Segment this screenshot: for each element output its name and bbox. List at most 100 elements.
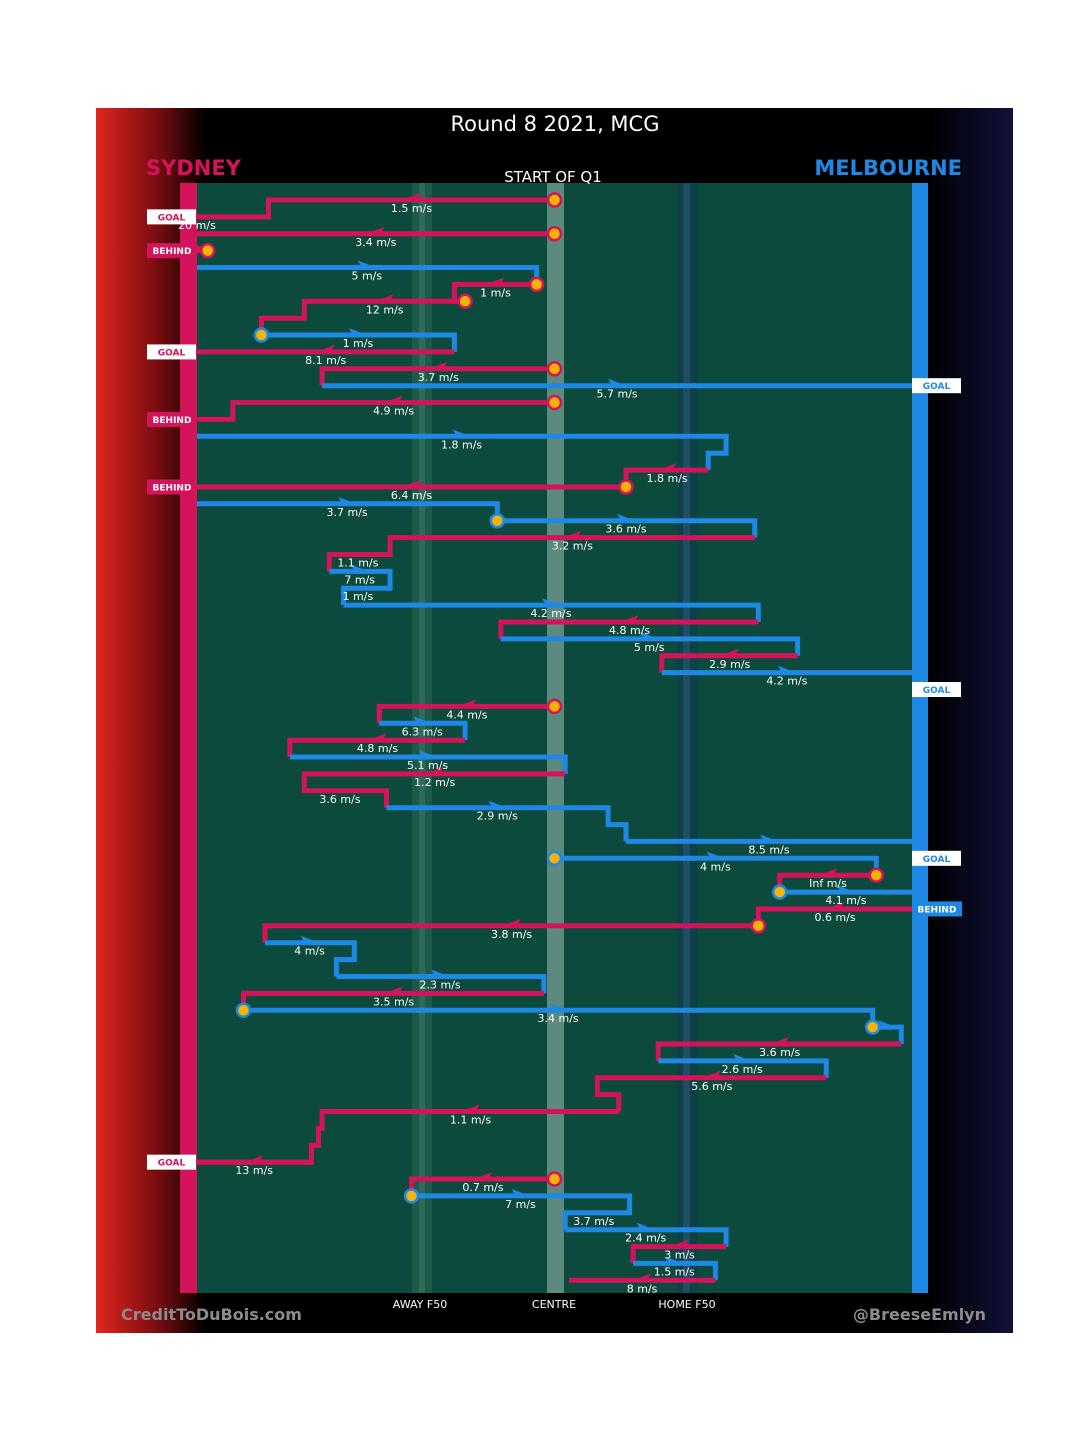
chain-arrow-16 [617, 513, 635, 521]
stoppage-marker-39 [235, 1002, 252, 1018]
speed-label-46: 0.7 m/s [462, 1181, 503, 1194]
speed-label-51: 8 m/s [627, 1282, 658, 1295]
outcome-badge-text-3: GOAL [923, 382, 951, 392]
chain-mel-27 [289, 754, 568, 774]
outcome-badge-bg-2 [147, 344, 196, 360]
outcome-badge-bg-0 [147, 209, 196, 225]
speed-label-48: 2.4 m/s [625, 1232, 666, 1245]
chain-arrow-38 [384, 986, 403, 994]
speed-label-45: 13 m/s [235, 1164, 273, 1177]
speed-label-33: 4.1 m/s [825, 894, 866, 907]
chain-arrow-21 [640, 631, 659, 639]
chain-arrow-43 [702, 1070, 721, 1078]
chain-arrow-11 [384, 395, 403, 403]
chain-arrow-50 [665, 1256, 684, 1264]
stoppage-marker-47 [403, 1188, 420, 1204]
chain-syd-41 [655, 1041, 902, 1061]
outcome-badge-bg-9 [147, 1154, 196, 1170]
speed-label-17: 3.2 m/s [552, 540, 593, 553]
speed-label-39: 3.4 m/s [538, 1012, 579, 1025]
speed-label-4: 5 m/s [351, 270, 382, 283]
stoppage-marker-14 [618, 479, 634, 495]
melbourne-goal-bar [912, 183, 928, 1293]
chain-syd-11 [197, 400, 555, 422]
outcome-badge-text-1: BEHIND [153, 247, 192, 257]
stoppage-marker-31 [546, 850, 563, 867]
outcome-badge-text-7: GOAL [923, 855, 951, 865]
speed-label-0: 1.5 m/s [391, 202, 432, 215]
chain-arrow-4 [357, 260, 376, 268]
stoppage-marker-16 [489, 512, 506, 529]
outcome-badge-text-4: BEHIND [153, 416, 192, 426]
chain-syd-28 [301, 771, 566, 808]
outcome-badge-text-0: GOAL [158, 213, 186, 223]
chain-arrow-20 [620, 615, 639, 622]
credit-left: CreditToDuBois.com [121, 1305, 302, 1324]
sydney-behind-badge-1: BEHIND [147, 243, 197, 259]
speed-label-31: 4 m/s [700, 860, 731, 873]
chain-mel-12 [197, 433, 729, 471]
chain-mel-16 [497, 518, 758, 538]
stoppage-marker-33 [771, 884, 788, 900]
sydney-goal-badge-0: GOAL [147, 209, 196, 225]
speed-label-6: 12 m/s [366, 303, 404, 316]
chain-arrow-26 [368, 733, 387, 741]
chain-syd-44 [197, 1109, 619, 1165]
speed-label-41: 3.6 m/s [759, 1046, 800, 1059]
speed-label-13: 1.8 m/s [647, 472, 688, 485]
chain-arrow-29 [488, 800, 507, 808]
sydney-behind-badge-4: BEHIND [147, 411, 197, 427]
outcome-badge-text-8: BEHIND [918, 905, 957, 915]
chain-arrow-46 [474, 1172, 492, 1180]
speed-label-38: 3.5 m/s [373, 995, 414, 1008]
speed-label-32: Inf m/s [809, 877, 847, 890]
speed-label-50: 1.5 m/s [654, 1265, 695, 1278]
sydney-behind-badge-5: BEHIND [147, 479, 197, 495]
chain-arrow-19 [541, 598, 560, 606]
speed-label-25: 6.3 m/s [402, 725, 443, 738]
speed-label-12: 1.8 m/s [441, 438, 482, 451]
speed-label-36: 4 m/s [294, 945, 325, 958]
chain-arrow-18 [350, 564, 369, 572]
chain-syd-49 [630, 1244, 727, 1264]
stoppage-marker-9 [546, 361, 563, 377]
melbourne-gradient [927, 108, 1013, 1333]
stoppage-marker-24 [546, 698, 563, 715]
stoppage-marker-11 [546, 394, 563, 411]
chain-mel-18 [329, 568, 393, 606]
sydney-goal-badge-2: GOAL [147, 344, 196, 360]
speed-label-9: 3.7 m/s [418, 371, 459, 384]
chain-syd-17 [326, 535, 755, 572]
speed-label-2: 3.4 m/s [355, 236, 396, 249]
chain-arrow-42 [733, 1053, 752, 1061]
chain-arrow-10 [608, 378, 627, 386]
chain-arrow-36 [300, 935, 319, 943]
stoppage-marker-46 [546, 1171, 563, 1187]
speed-label-extra-1: 1 m/s [343, 590, 374, 603]
stoppage-marker-7 [253, 327, 270, 343]
chain-arrow-33 [836, 885, 855, 893]
chain-arrow-49 [670, 1239, 689, 1247]
chain-arrow-44 [461, 1104, 480, 1112]
outcomes-layer: GOAL BEHIND GOAL GOAL BEHIND BEHIND GOAL GOAL BE… [147, 209, 962, 1170]
chain-syd-43 [594, 1075, 827, 1112]
chain-arrow-34 [826, 901, 845, 909]
chain-arrow-27 [418, 750, 437, 758]
chain-mel-50 [633, 1260, 718, 1281]
home-f50-centreline [683, 183, 690, 1293]
chain-arrow-5 [486, 277, 505, 285]
chain-syd-5 [451, 281, 537, 302]
chain-mel-37 [336, 974, 547, 994]
chain-arrow-17 [563, 530, 582, 538]
chain-mel-29 [386, 805, 629, 842]
labels-layer: 1.5 m/s20 m/s3.4 m/s5 m/s1 m/s12 m/s1 m/… [178, 202, 867, 1295]
chain-arrow-39 [549, 1003, 568, 1011]
speed-label-18: 7 m/s [344, 573, 375, 586]
outcome-badge-text-9: GOAL [158, 1159, 186, 1169]
chain-arrow-7 [348, 328, 367, 336]
axis-label-centre: CENTRE [532, 1298, 576, 1311]
chain-arrow-48 [636, 1222, 655, 1230]
outcome-badge-bg-6 [912, 682, 961, 698]
chain-mel-42 [658, 1058, 829, 1078]
